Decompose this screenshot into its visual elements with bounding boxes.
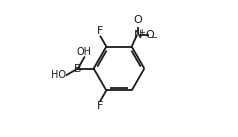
Text: −: − (150, 33, 157, 42)
Text: F: F (97, 26, 104, 36)
Text: O: O (134, 15, 143, 25)
Text: HO: HO (51, 70, 66, 80)
Text: F: F (97, 101, 103, 111)
Text: OH: OH (77, 47, 92, 57)
Text: +: + (139, 28, 145, 37)
Text: N: N (134, 30, 142, 40)
Text: B: B (74, 64, 82, 73)
Text: O: O (145, 30, 154, 40)
